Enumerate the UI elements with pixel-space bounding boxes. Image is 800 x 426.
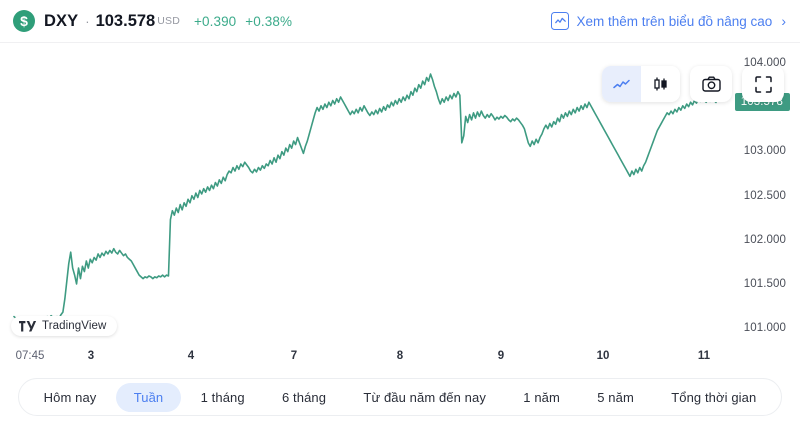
range-tab-5[interactable]: 1 năm bbox=[523, 389, 560, 405]
range-tab-7[interactable]: Tổng thời gian bbox=[671, 389, 757, 405]
time-axis: 07:45 3 4 7 8 9 10 11 bbox=[0, 350, 724, 372]
time-axis-tick: 10 bbox=[596, 350, 610, 362]
change-percent: +0.38% bbox=[245, 13, 293, 29]
advanced-chart-label: Xem thêm trên biểu đồ nâng cao bbox=[576, 13, 773, 29]
chart-type-group bbox=[602, 66, 680, 102]
ticker-symbol: DXY bbox=[44, 11, 79, 30]
range-tab-2[interactable]: 1 tháng bbox=[200, 389, 245, 405]
range-tab-3[interactable]: 6 tháng bbox=[282, 389, 327, 405]
advanced-chart-link[interactable]: Xem thêm trên biểu đồ nâng cao › bbox=[551, 12, 786, 30]
change-absolute: +0.390 bbox=[194, 13, 237, 29]
chart-toolbar bbox=[602, 66, 784, 102]
separator-dot: · bbox=[85, 13, 90, 29]
candlestick-chart-icon[interactable] bbox=[641, 66, 680, 102]
chevron-right-icon: › bbox=[781, 13, 786, 29]
last-price: 103.578 bbox=[95, 11, 156, 30]
tradingview-logo-icon bbox=[19, 320, 36, 331]
range-tab-4[interactable]: Từ đầu năm đến nay bbox=[363, 389, 486, 405]
quote-header: $ DXY · 103.578 USD +0.390 +0.38% Xem th… bbox=[0, 0, 800, 43]
range-tab-6[interactable]: 5 năm bbox=[597, 389, 634, 405]
tradingview-watermark: TradingView bbox=[11, 316, 118, 336]
range-tab-0[interactable]: Hôm nay bbox=[43, 389, 97, 405]
time-axis-tick: 3 bbox=[87, 350, 95, 362]
range-tab-1[interactable]: Tuần bbox=[115, 382, 182, 412]
time-axis-tick: 9 bbox=[497, 350, 505, 362]
time-axis-tick: 07:45 bbox=[15, 350, 45, 362]
advanced-chart-icon bbox=[551, 12, 570, 30]
time-axis-tick: 11 bbox=[697, 350, 711, 362]
range-selector: Hôm nay Tuần 1 tháng 6 tháng Từ đầu năm đến … bbox=[18, 378, 782, 416]
price-chart[interactable] bbox=[0, 44, 800, 349]
time-axis-tick: 4 bbox=[187, 350, 195, 362]
camera-icon[interactable] bbox=[690, 66, 732, 102]
symbol-summary: $ DXY · 103.578 USD +0.390 +0.38% bbox=[13, 10, 292, 32]
fullscreen-icon[interactable] bbox=[742, 66, 784, 102]
time-axis-tick: 8 bbox=[396, 350, 404, 362]
price-chart-svg bbox=[13, 73, 717, 326]
time-axis-tick: 7 bbox=[290, 350, 298, 362]
currency-label: USD bbox=[157, 15, 181, 27]
line-chart-icon[interactable] bbox=[602, 66, 641, 102]
dollar-coin-icon: $ bbox=[13, 10, 35, 32]
tradingview-label: TradingView bbox=[42, 320, 107, 332]
